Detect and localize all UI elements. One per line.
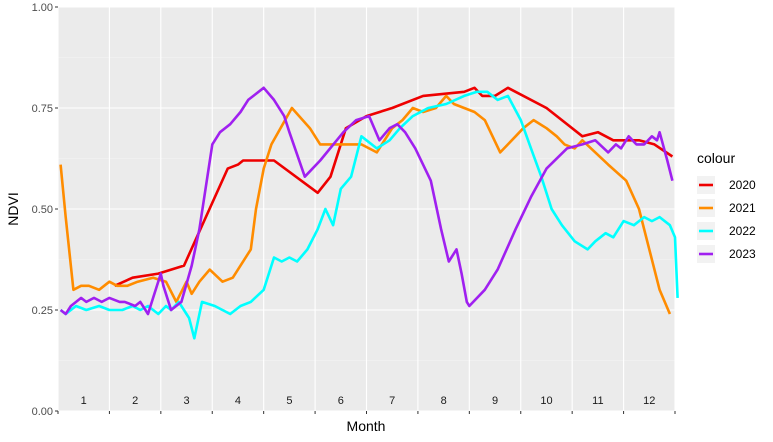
x-axis-title: Month [347, 418, 386, 434]
y-axis-title: NDVI [5, 192, 21, 225]
month-label: 11 [592, 395, 603, 407]
series-line-2021 [59, 94, 672, 315]
legend-label-2021: 2021 [729, 201, 756, 215]
month-label: 10 [540, 395, 552, 407]
legend-label-2022: 2022 [729, 224, 756, 238]
month-label: 2 [132, 395, 138, 407]
month-label: 12 [643, 395, 655, 407]
series-lines [59, 86, 679, 340]
month-label: 6 [338, 395, 344, 407]
month-label: 9 [492, 395, 498, 407]
x-axis-ticks [57, 411, 676, 414]
y-tick-label: 0.00 [32, 406, 53, 418]
month-label: 3 [183, 395, 189, 407]
y-tick-label: 0.75 [32, 103, 53, 115]
month-label: 5 [286, 395, 292, 407]
month-labels: 1 2 3 4 5 6 7 8 9 10 11 12 [81, 395, 656, 407]
y-axis-ticks: 0.00 0.25 0.50 0.75 1.00 [32, 2, 58, 418]
month-label: 1 [81, 395, 87, 407]
legend-label-2020: 2020 [729, 178, 756, 192]
y-tick-label: 0.50 [32, 204, 53, 216]
legend: colour 2020 2021 2022 2023 [697, 150, 756, 263]
major-gridlines [57, 6, 676, 412]
series-line-2020 [114, 86, 674, 287]
y-tick-label: 1.00 [32, 2, 53, 14]
month-label: 8 [441, 395, 447, 407]
series-line-2022 [59, 90, 679, 340]
month-label: 4 [235, 395, 241, 407]
month-label: 7 [389, 395, 395, 407]
y-tick-label: 0.25 [32, 305, 53, 317]
legend-title: colour [697, 150, 735, 166]
series-line-2023 [59, 86, 674, 316]
legend-label-2023: 2023 [729, 247, 756, 261]
